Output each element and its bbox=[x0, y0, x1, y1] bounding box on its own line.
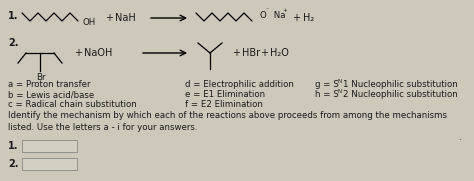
Text: ⁻: ⁻ bbox=[266, 9, 269, 14]
FancyBboxPatch shape bbox=[22, 158, 77, 170]
Text: +: + bbox=[260, 48, 268, 58]
Text: HBr: HBr bbox=[242, 48, 260, 58]
Text: 1.: 1. bbox=[8, 11, 18, 21]
Text: N: N bbox=[338, 79, 342, 84]
Text: Identify the mechanism by which each of the reactions above proceeds from among : Identify the mechanism by which each of … bbox=[8, 111, 447, 132]
Text: +: + bbox=[232, 48, 240, 58]
Text: +: + bbox=[282, 9, 287, 14]
Text: 2.: 2. bbox=[8, 159, 18, 169]
Text: +: + bbox=[74, 48, 82, 58]
Text: H₂: H₂ bbox=[303, 13, 314, 23]
Text: g = S: g = S bbox=[315, 80, 339, 89]
Text: 2.: 2. bbox=[8, 38, 18, 48]
Text: Na: Na bbox=[271, 12, 285, 20]
Text: NaOH: NaOH bbox=[84, 48, 112, 58]
Text: N: N bbox=[338, 89, 342, 94]
Text: OH: OH bbox=[83, 18, 96, 27]
Text: 1.: 1. bbox=[8, 141, 18, 151]
Text: NaH: NaH bbox=[115, 13, 136, 23]
Text: c = Radical chain substitution: c = Radical chain substitution bbox=[8, 100, 137, 109]
Text: h = S: h = S bbox=[315, 90, 339, 99]
Text: 2 Nucleophilic substitution: 2 Nucleophilic substitution bbox=[343, 90, 458, 99]
Text: a = Proton transfer: a = Proton transfer bbox=[8, 80, 91, 89]
Text: +: + bbox=[105, 13, 113, 23]
Text: b = Lewis acid/base: b = Lewis acid/base bbox=[8, 90, 94, 99]
Text: Br: Br bbox=[36, 73, 46, 82]
Text: .: . bbox=[458, 134, 461, 142]
Text: H₂O: H₂O bbox=[270, 48, 289, 58]
Text: 1 Nucleophilic substitution: 1 Nucleophilic substitution bbox=[343, 80, 458, 89]
Text: O: O bbox=[260, 12, 267, 20]
Text: f = E2 Elimination: f = E2 Elimination bbox=[185, 100, 263, 109]
FancyBboxPatch shape bbox=[22, 140, 77, 152]
Text: d = Electrophilic addition: d = Electrophilic addition bbox=[185, 80, 294, 89]
Text: +: + bbox=[292, 13, 300, 23]
Text: e = E1 Elimination: e = E1 Elimination bbox=[185, 90, 265, 99]
